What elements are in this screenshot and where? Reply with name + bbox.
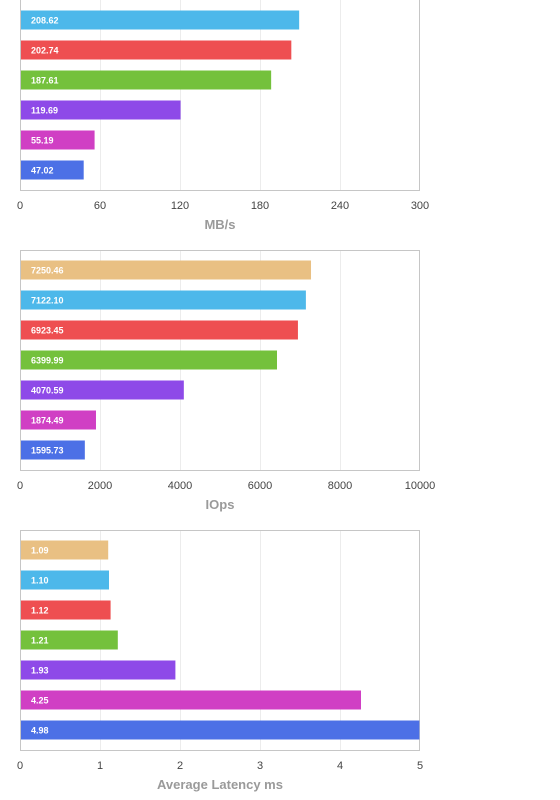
x-tick-label: 0 <box>17 760 23 772</box>
bar-value-label: 1.21 <box>31 636 49 646</box>
x-tick-label: 120 <box>171 200 189 212</box>
plot-frame <box>20 0 420 191</box>
bar <box>21 410 96 430</box>
bar <box>21 160 84 180</box>
x-tick-label: 4000 <box>168 480 192 492</box>
bar-value-label: 4.25 <box>31 696 49 706</box>
bar <box>21 690 361 710</box>
x-tick-label: 2000 <box>88 480 112 492</box>
bar-value-label: 7250.46 <box>31 266 64 276</box>
bar-value-label: 4070.59 <box>31 386 64 396</box>
x-tick-label: 10000 <box>405 480 436 492</box>
x-axis-label: Average Latency ms <box>157 777 283 792</box>
x-tick-label: 180 <box>251 200 269 212</box>
bar-value-label: 4.98 <box>31 726 49 736</box>
bar <box>21 100 181 120</box>
bar <box>21 540 109 560</box>
x-tick-label: 2 <box>177 760 183 772</box>
bar-value-label: 1.10 <box>31 576 49 586</box>
bar-value-label: 47.02 <box>31 166 54 176</box>
x-tick-label: 5 <box>417 760 423 772</box>
bar <box>21 320 298 340</box>
bar <box>21 630 118 650</box>
bar <box>21 720 420 740</box>
x-tick-label: 1 <box>97 760 103 772</box>
bar <box>21 130 95 150</box>
bar-value-label: 7122.10 <box>31 296 64 306</box>
bar <box>21 290 306 310</box>
bar-value-label: 1595.73 <box>31 446 64 456</box>
bar <box>21 600 111 620</box>
bar-value-label: 1874.49 <box>31 416 64 426</box>
bar-value-label: 6923.45 <box>31 326 64 336</box>
bar <box>21 70 272 90</box>
x-tick-label: 4 <box>337 760 343 772</box>
bar <box>21 440 85 460</box>
bar <box>21 570 109 590</box>
bar <box>21 350 277 370</box>
x-tick-label: 60 <box>94 200 106 212</box>
x-tick-label: 3 <box>257 760 263 772</box>
x-axis-label: MB/s <box>204 217 235 232</box>
x-tick-label: 6000 <box>248 480 272 492</box>
x-axis-label: IOps <box>206 497 235 512</box>
x-tick-label: 0 <box>17 480 23 492</box>
bar <box>21 660 176 680</box>
bar <box>21 10 300 30</box>
bar-value-label: 187.61 <box>31 76 59 86</box>
x-tick-label: 0 <box>17 200 23 212</box>
bar <box>21 260 312 280</box>
x-tick-label: 240 <box>331 200 349 212</box>
bar-value-label: 208.62 <box>31 16 59 26</box>
bar-value-label: 6399.99 <box>31 356 64 366</box>
x-tick-label: 300 <box>411 200 429 212</box>
bar <box>21 40 292 60</box>
bar-value-label: 119.69 <box>31 106 58 116</box>
x-tick-label: 8000 <box>328 480 352 492</box>
bar <box>21 380 184 400</box>
bar-value-label: 202.74 <box>31 46 59 56</box>
bar-value-label: 1.09 <box>31 546 49 556</box>
bar-value-label: 1.12 <box>31 606 49 616</box>
bar-value-label: 55.19 <box>31 136 54 146</box>
bar-value-label: 1.93 <box>31 666 49 676</box>
